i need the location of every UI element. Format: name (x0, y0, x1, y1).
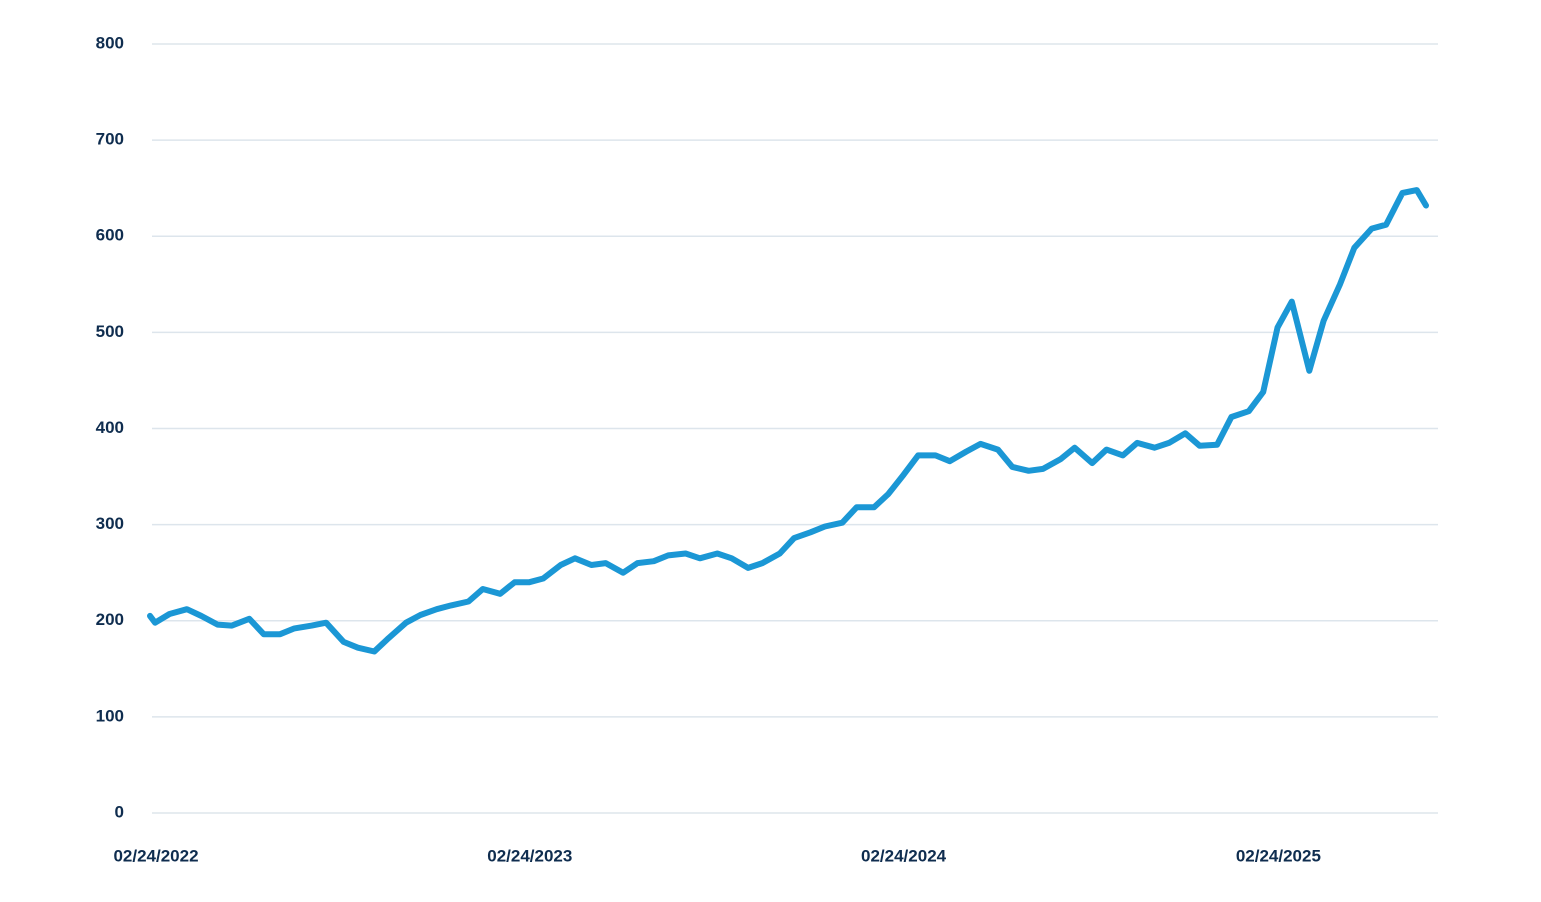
x-tick-label: 02/24/2024 (861, 846, 947, 865)
x-tick-label: 02/24/2022 (113, 846, 198, 865)
y-tick-label: 400 (96, 418, 124, 437)
y-tick-label: 200 (96, 610, 124, 629)
y-tick-label: 600 (96, 226, 124, 245)
y-tick-label: 0 (115, 802, 124, 821)
y-tick-label: 700 (96, 130, 124, 149)
y-tick-label: 800 (96, 33, 124, 52)
y-tick-label: 500 (96, 322, 124, 341)
x-tick-label: 02/24/2025 (1236, 846, 1321, 865)
y-tick-label: 100 (96, 706, 124, 725)
y-tick-label: 300 (96, 514, 124, 533)
price-line (147, 187, 1429, 655)
x-tick-label: 02/24/2023 (487, 846, 572, 865)
